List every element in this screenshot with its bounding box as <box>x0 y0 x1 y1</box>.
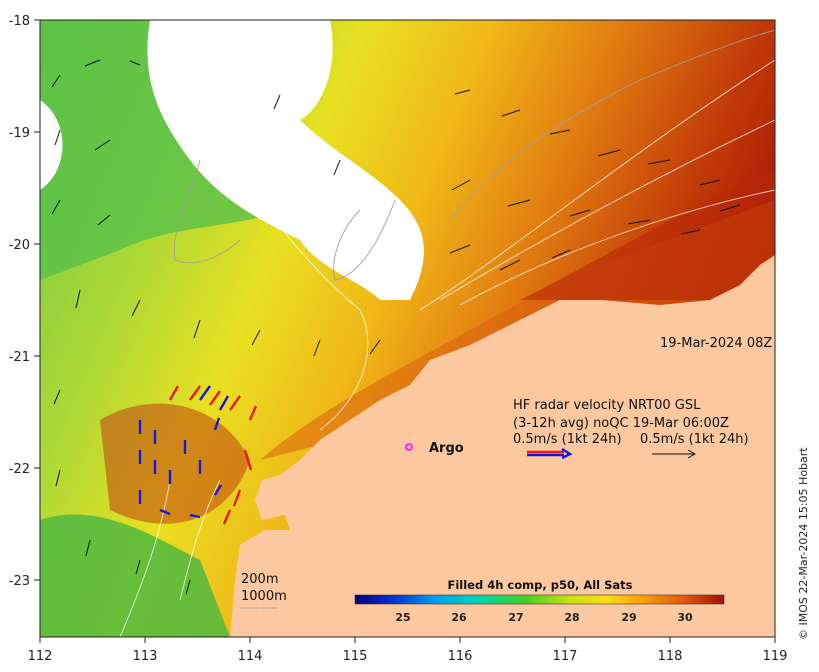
lat-tick-label: -23 <box>9 574 30 589</box>
warm-patch-sw <box>100 403 250 524</box>
colorbar-tick: 27 <box>508 611 523 624</box>
vector-scale-arrow <box>652 449 697 459</box>
colorbar-tick: 29 <box>621 611 636 624</box>
colorbar-tick: 28 <box>564 611 579 624</box>
map-plot <box>40 20 775 637</box>
cool-patch-nw <box>40 20 300 280</box>
cloud-mask-west <box>40 100 63 190</box>
lon-tick-label: 112 <box>28 649 53 664</box>
lat-axis: -18 -19 -20 -21 -22 -23 <box>9 14 40 589</box>
cool-patch-sw <box>40 514 230 637</box>
credit-label: © IMOS 22-Mar-2024 15:05 Hobart <box>797 447 810 640</box>
lat-tick-label: -21 <box>9 350 30 365</box>
isobath-200-label: 200m <box>241 572 278 587</box>
lon-axis: 112 113 114 115 116 117 118 119 <box>28 637 788 664</box>
radar-scale-arrow <box>527 447 573 460</box>
colorbar-tick: 30 <box>677 611 693 624</box>
lon-tick-label: 119 <box>763 649 788 664</box>
isobath-1000-label: 1000m <box>241 589 287 604</box>
lon-tick-label: 113 <box>133 649 158 664</box>
cloud-mask-north <box>147 20 424 300</box>
colorbar-ramp <box>354 594 725 605</box>
colorbar-title: Filled 4h comp, p50, All Sats <box>448 578 633 592</box>
scale-label-left: 0.5m/s (1kt 24h) <box>513 432 622 447</box>
lat-tick-label: -20 <box>9 238 30 253</box>
lat-tick-label: -18 <box>9 14 30 29</box>
colorbar: Filled 4h comp, p50, All Sats 25 26 27 2… <box>354 578 725 624</box>
lat-tick-label: -19 <box>9 126 30 141</box>
lon-tick-label: 116 <box>448 649 473 664</box>
lat-tick-label: -22 <box>9 462 30 477</box>
grey-contours <box>173 29 775 281</box>
argo-label: Argo <box>429 441 464 456</box>
colorbar-tick: 26 <box>451 611 467 624</box>
plot-frame <box>39 19 776 638</box>
current-vectors <box>51 59 741 595</box>
hf-radar-vectors <box>138 385 258 525</box>
lon-tick-label: 118 <box>658 649 683 664</box>
timestamp-label: 19-Mar-2024 08Z <box>660 336 772 351</box>
land <box>230 255 775 637</box>
argo-marker <box>405 443 413 451</box>
lon-tick-label: 117 <box>553 649 578 664</box>
hot-plume <box>520 170 775 300</box>
isobath-contours <box>119 59 775 637</box>
radar-subtitle: (3-12h avg) noQC 19-Mar 06:00Z <box>513 416 729 431</box>
colorbar-tick: 25 <box>395 611 410 624</box>
radar-title: HF radar velocity NRT00 GSL <box>513 398 701 413</box>
lon-tick-label: 114 <box>238 649 263 664</box>
lon-tick-label: 115 <box>343 649 368 664</box>
scale-label-right: 0.5m/s (1kt 24h) <box>640 432 749 447</box>
